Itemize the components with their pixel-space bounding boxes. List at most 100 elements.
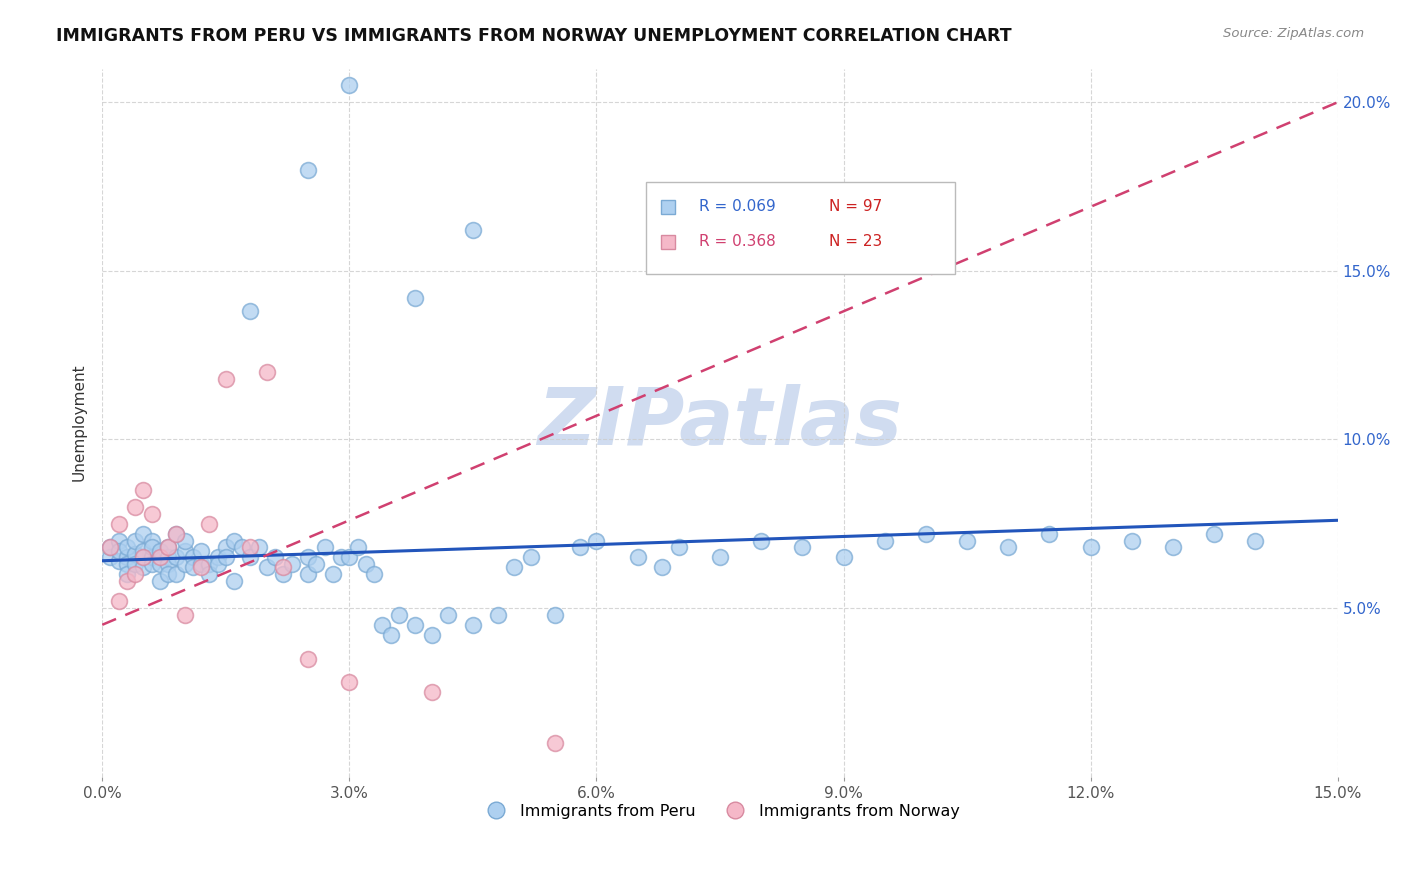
Point [668,541,690,555]
Point [165,550,187,565]
Point [181,560,204,574]
Point [107,516,129,531]
Point [956,533,979,548]
Point [132,550,155,565]
Point [371,617,394,632]
Point [124,533,146,548]
Point [107,594,129,608]
Point [115,557,138,571]
Point [1038,526,1060,541]
Point [165,567,187,582]
Text: IMMIGRANTS FROM PERU VS IMMIGRANTS FROM NORWAY UNEMPLOYMENT CORRELATION CHART: IMMIGRANTS FROM PERU VS IMMIGRANTS FROM … [56,27,1012,45]
Point [749,533,772,548]
Point [873,533,896,548]
Point [141,533,163,548]
Point [997,541,1019,555]
Text: Source: ZipAtlas.com: Source: ZipAtlas.com [1223,27,1364,40]
Point [115,541,138,555]
Point [247,541,270,555]
Point [115,550,138,565]
Point [273,560,295,574]
Text: N = 97: N = 97 [828,199,882,214]
Point [1204,526,1226,541]
Point [363,567,385,582]
Point [181,550,204,565]
Point [100,541,122,555]
Point [107,533,129,548]
Point [165,526,187,541]
Point [215,550,238,565]
Point [141,550,163,565]
Point [115,574,138,588]
Point [297,651,319,665]
Point [124,567,146,582]
Point [207,557,229,571]
Point [832,550,855,565]
Point [322,567,344,582]
Point [1080,541,1102,555]
Point [222,574,245,588]
Point [215,372,238,386]
Text: R = 0.368: R = 0.368 [699,235,776,250]
Point [190,560,212,574]
Point [1161,541,1184,555]
Point [149,550,172,565]
Point [100,550,122,565]
Point [297,567,319,582]
Point [256,365,278,379]
Point [115,567,138,582]
Point [157,557,180,571]
Point [173,557,195,571]
Point [141,557,163,571]
Point [337,550,360,565]
Point [486,607,509,622]
Point [157,541,180,555]
Point [239,304,262,318]
Point [141,541,163,555]
Point [544,736,567,750]
Point [792,541,814,555]
Point [305,557,328,571]
Point [519,550,541,565]
Point [239,550,262,565]
Point [107,543,129,558]
Point [314,541,336,555]
Legend: Immigrants from Peru, Immigrants from Norway: Immigrants from Peru, Immigrants from No… [474,797,966,825]
Point [239,541,262,555]
Point [388,607,411,622]
Point [354,557,377,571]
Point [173,533,195,548]
Point [337,675,360,690]
Point [297,162,319,177]
Text: ZIPatlas: ZIPatlas [537,384,903,461]
Point [149,543,172,558]
Text: R = 0.069: R = 0.069 [699,199,776,214]
Point [124,557,146,571]
Point [264,550,287,565]
Point [1244,533,1267,548]
Point [107,554,129,568]
Point [100,541,122,555]
Point [297,550,319,565]
Point [437,607,460,622]
Y-axis label: Unemployment: Unemployment [72,364,86,482]
Point [173,543,195,558]
Point [132,550,155,565]
Point [157,567,180,582]
Point [157,541,180,555]
Point [280,557,302,571]
Point [256,560,278,574]
Point [346,541,368,555]
Point [651,560,673,574]
Point [141,507,163,521]
Point [231,541,253,555]
Point [132,560,155,574]
Point [149,574,172,588]
Point [273,567,295,582]
Point [337,78,360,93]
Point [420,685,443,699]
Point [198,516,221,531]
Point [461,617,484,632]
Point [190,557,212,571]
Text: N = 23: N = 23 [828,235,882,250]
